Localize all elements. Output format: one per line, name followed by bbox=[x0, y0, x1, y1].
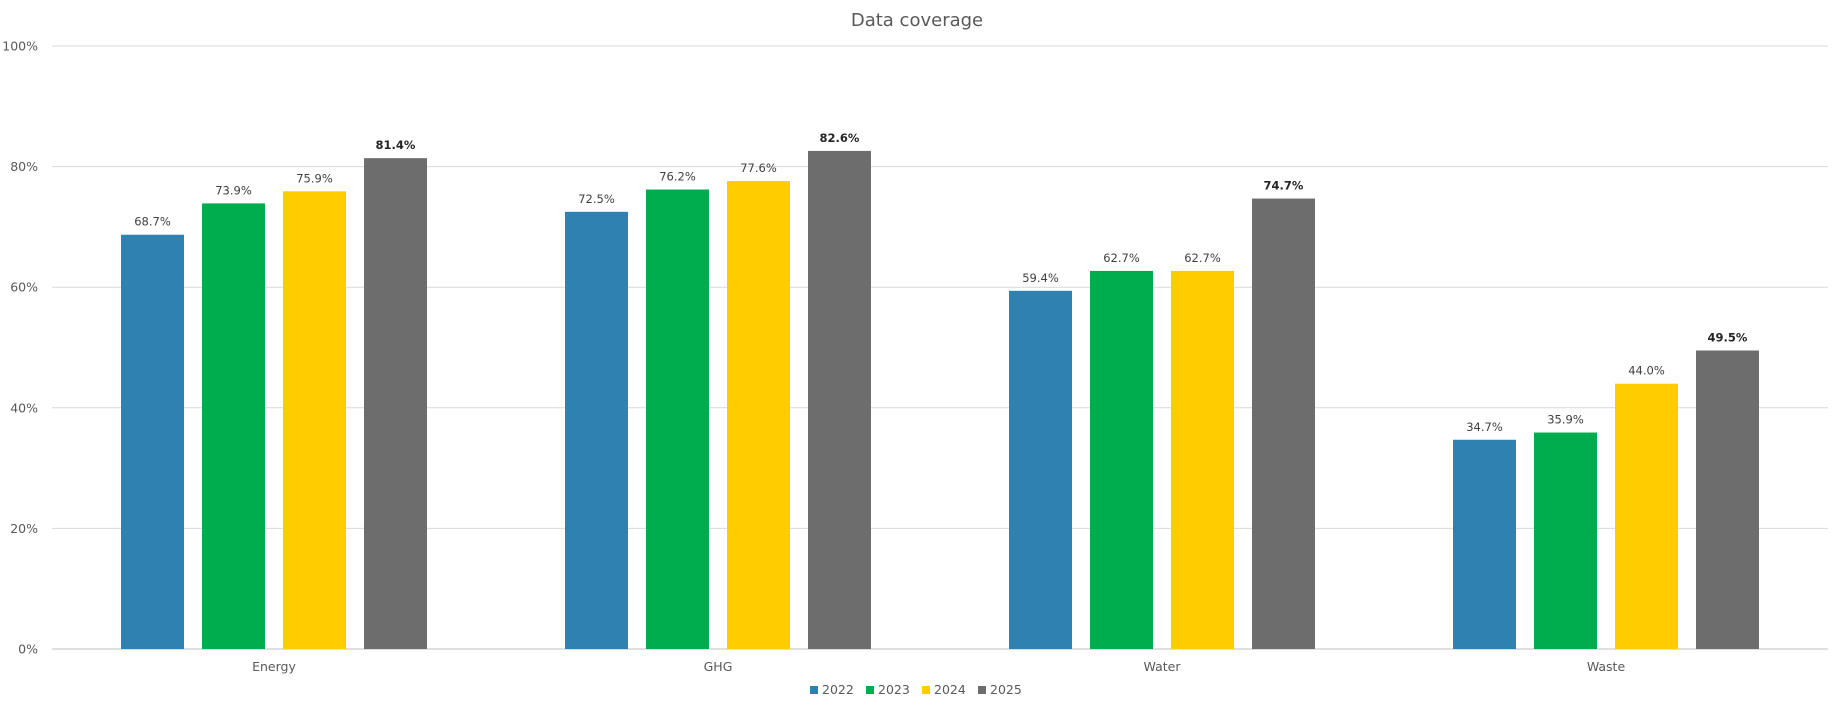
data-labels: 68.7% 73.9% 75.9% 81.4% 72.5% 76.2% 77.6% 82.6%… bbox=[134, 131, 1748, 434]
y-tick-label: 100% bbox=[2, 39, 38, 54]
data-label: 62.7% bbox=[1184, 251, 1221, 265]
legend-label: 2025 bbox=[990, 682, 1022, 697]
legend-swatch bbox=[922, 686, 930, 694]
data-label: 59.4% bbox=[1022, 271, 1059, 285]
x-category-label: Energy bbox=[252, 659, 296, 674]
x-category-label: Water bbox=[1144, 659, 1182, 674]
bar-water-2025 bbox=[1252, 198, 1315, 649]
bar-waste-2023 bbox=[1534, 432, 1597, 649]
y-tick-label: 60% bbox=[10, 280, 38, 295]
data-label: 72.5% bbox=[578, 192, 615, 206]
bars bbox=[121, 150, 1759, 649]
data-label: 82.6% bbox=[820, 131, 860, 145]
chart-title: Data coverage bbox=[851, 10, 983, 31]
data-label: 76.2% bbox=[659, 170, 696, 184]
y-tick-label: 80% bbox=[10, 159, 38, 174]
y-axis-ticks: 0% 20% 40% 60% 80% 100% bbox=[2, 39, 38, 657]
bar-ghg-2022 bbox=[565, 211, 628, 649]
legend-item-2022: 2022 bbox=[810, 682, 854, 697]
bar-water-2024 bbox=[1171, 270, 1234, 649]
y-tick-label: 20% bbox=[10, 521, 38, 536]
bar-energy-2025 bbox=[364, 158, 427, 649]
data-label: 49.5% bbox=[1708, 331, 1748, 345]
data-label: 34.7% bbox=[1466, 420, 1503, 434]
x-axis-categories: Energy GHG Water Waste bbox=[252, 659, 1625, 674]
legend-item-2024: 2024 bbox=[922, 682, 966, 697]
bar-ghg-2024 bbox=[727, 181, 790, 649]
gridlines bbox=[52, 45, 1828, 650]
data-label: 81.4% bbox=[376, 138, 416, 152]
legend-swatch bbox=[978, 686, 986, 694]
data-label: 68.7% bbox=[134, 215, 171, 229]
bar-energy-2022 bbox=[121, 234, 184, 649]
bar-water-2022 bbox=[1009, 290, 1072, 649]
y-tick-label: 40% bbox=[10, 400, 38, 415]
data-label: 74.7% bbox=[1264, 179, 1304, 193]
bar-waste-2025 bbox=[1696, 350, 1759, 649]
bar-ghg-2023 bbox=[646, 189, 709, 649]
data-label: 77.6% bbox=[740, 161, 777, 175]
bar-energy-2023 bbox=[202, 203, 265, 649]
legend-swatch bbox=[866, 686, 874, 694]
legend-item-2025: 2025 bbox=[978, 682, 1022, 697]
data-label: 44.0% bbox=[1628, 364, 1665, 378]
bar-water-2023 bbox=[1090, 270, 1153, 649]
legend-label: 2023 bbox=[878, 682, 910, 697]
legend-item-2023: 2023 bbox=[866, 682, 910, 697]
legend-label: 2024 bbox=[934, 682, 966, 697]
y-tick-label: 0% bbox=[18, 642, 38, 657]
data-label: 62.7% bbox=[1103, 251, 1140, 265]
legend-swatch bbox=[810, 686, 818, 694]
x-category-label: GHG bbox=[704, 659, 733, 674]
data-label: 75.9% bbox=[296, 171, 333, 185]
legend-label: 2022 bbox=[822, 682, 854, 697]
bar-waste-2024 bbox=[1615, 383, 1678, 649]
bar-ghg-2025 bbox=[808, 150, 871, 649]
bar-waste-2022 bbox=[1453, 439, 1516, 649]
bar-energy-2024 bbox=[283, 191, 346, 649]
data-label: 73.9% bbox=[215, 183, 252, 197]
data-label: 35.9% bbox=[1547, 413, 1584, 427]
legend: 2022 2023 2024 2025 bbox=[810, 682, 1022, 697]
x-category-label: Waste bbox=[1587, 659, 1626, 674]
